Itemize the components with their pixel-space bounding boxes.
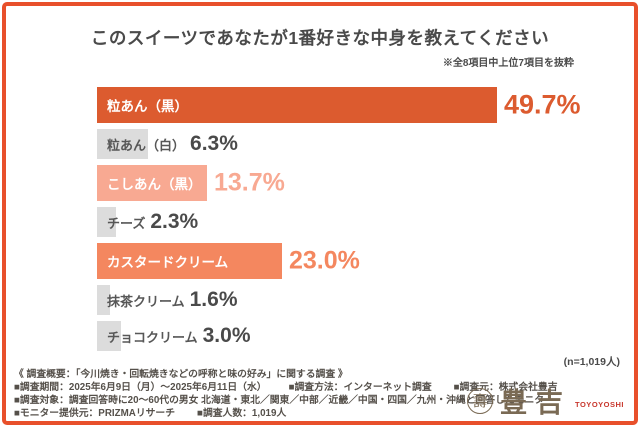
bar-row: カスタードクリーム 23.0% (97, 243, 630, 279)
bar-row: こしあん（黒） 13.7% (97, 165, 630, 201)
bar-row-content: チョコクリーム 3.0% (107, 321, 251, 351)
bar-chart: 粒あん（黒） 49.7% 粒あん（白） 6.3% こしあん（黒） 13.7% チーズ 2.3%… (97, 87, 630, 357)
footer-item: ■調査方法：インターネット調査 (288, 382, 432, 393)
survey-summary: 《 調査概要：「今川焼き・回転焼きなどの呼称と味の好み」に関する調査 》 (14, 369, 348, 380)
bar-label: チョコクリーム (107, 329, 198, 345)
bar-label: 粒あん（黒） (107, 99, 188, 114)
bar-label: こしあん（黒） (107, 177, 202, 192)
footer-item: ■調査対象：調査回答時に20〜60代の男女 北海道・東北／関東／中部／近畿／中国… (14, 395, 554, 406)
bar (97, 285, 110, 315)
bar-value: 2.3% (150, 210, 199, 233)
bar-row-content: チーズ 2.3% (107, 207, 198, 237)
bar-value: 23.0% (289, 246, 360, 275)
page-title: このスイーツであなたが1番好きな中身を教えてください (90, 28, 550, 48)
sample-size-label: (n=1,019人) (563, 356, 620, 368)
footer-item: ■調査元：株式会社豊吉 (453, 382, 558, 393)
bar-row: 抹茶クリーム 1.6% (97, 285, 630, 315)
title-footnote: ※全8項目中上位7項目を抜粋 (442, 58, 574, 69)
bar (97, 87, 497, 123)
bar-row: チーズ 2.3% (97, 207, 630, 237)
bar (97, 165, 207, 201)
footer-line: ■調査期間：2025年6月9日（月）〜2025年6月11日（水） ■調査方法：イン… (14, 381, 558, 394)
bar-label: 抹茶クリーム (107, 293, 185, 309)
toyoyoshi-logo-romaji: TOYOYOSHI (575, 400, 624, 409)
toyoyoshi-logo-kanji: 豊吉 (500, 388, 573, 419)
bar-row-content: 粒あん（白） 6.3% (107, 129, 238, 159)
bar-row-content: 抹茶クリーム 1.6% (107, 285, 238, 315)
footer-line: ■調査対象：調査回答時に20〜60代の男女 北海道・東北／関東／中部／近畿／中国… (14, 394, 554, 407)
toyoyoshi-seal-icon: 壽 (467, 387, 494, 414)
bar (97, 207, 116, 237)
bar-row: 粒あん（白） 6.3% (97, 129, 630, 159)
footer-item: ■調査人数：1,019人 (197, 408, 287, 419)
footer-line: ■モニター提供元：PRIZMAリサーチ ■調査人数：1,019人 (14, 407, 484, 420)
footer-item: ■調査期間：2025年6月9日（月）〜2025年6月11日（水） (14, 382, 267, 393)
bar-value: 6.3% (190, 132, 238, 155)
bar-label: 粒あん（白） (107, 137, 186, 153)
toyoyoshi-logo: 壽 豊吉 TOYOYOSHI (467, 381, 624, 420)
bar (97, 321, 121, 351)
bar-row: 粒あん（黒） 49.7% (97, 87, 630, 123)
bar-value: 3.0% (202, 324, 251, 347)
survey-details: ■調査期間：2025年6月9日（月）〜2025年6月11日（水） ■調査方法：イン… (14, 381, 558, 420)
footer-item: ■モニター提供元：PRIZMAリサーチ (14, 408, 176, 419)
bar-value: 13.7% (214, 168, 285, 197)
survey-footer: 《 調査概要：「今川焼き・回転焼きなどの呼称と味の好み」に関する調査 》 ■調査… (14, 368, 558, 420)
bar-value: 49.7% (504, 89, 581, 120)
bar-value: 1.6% (189, 288, 238, 311)
bar-label: カスタードクリーム (107, 255, 229, 270)
bar-row: チョコクリーム 3.0% (97, 321, 630, 351)
bar (97, 129, 148, 159)
bar-label: チーズ (107, 215, 146, 231)
bar (97, 243, 282, 279)
